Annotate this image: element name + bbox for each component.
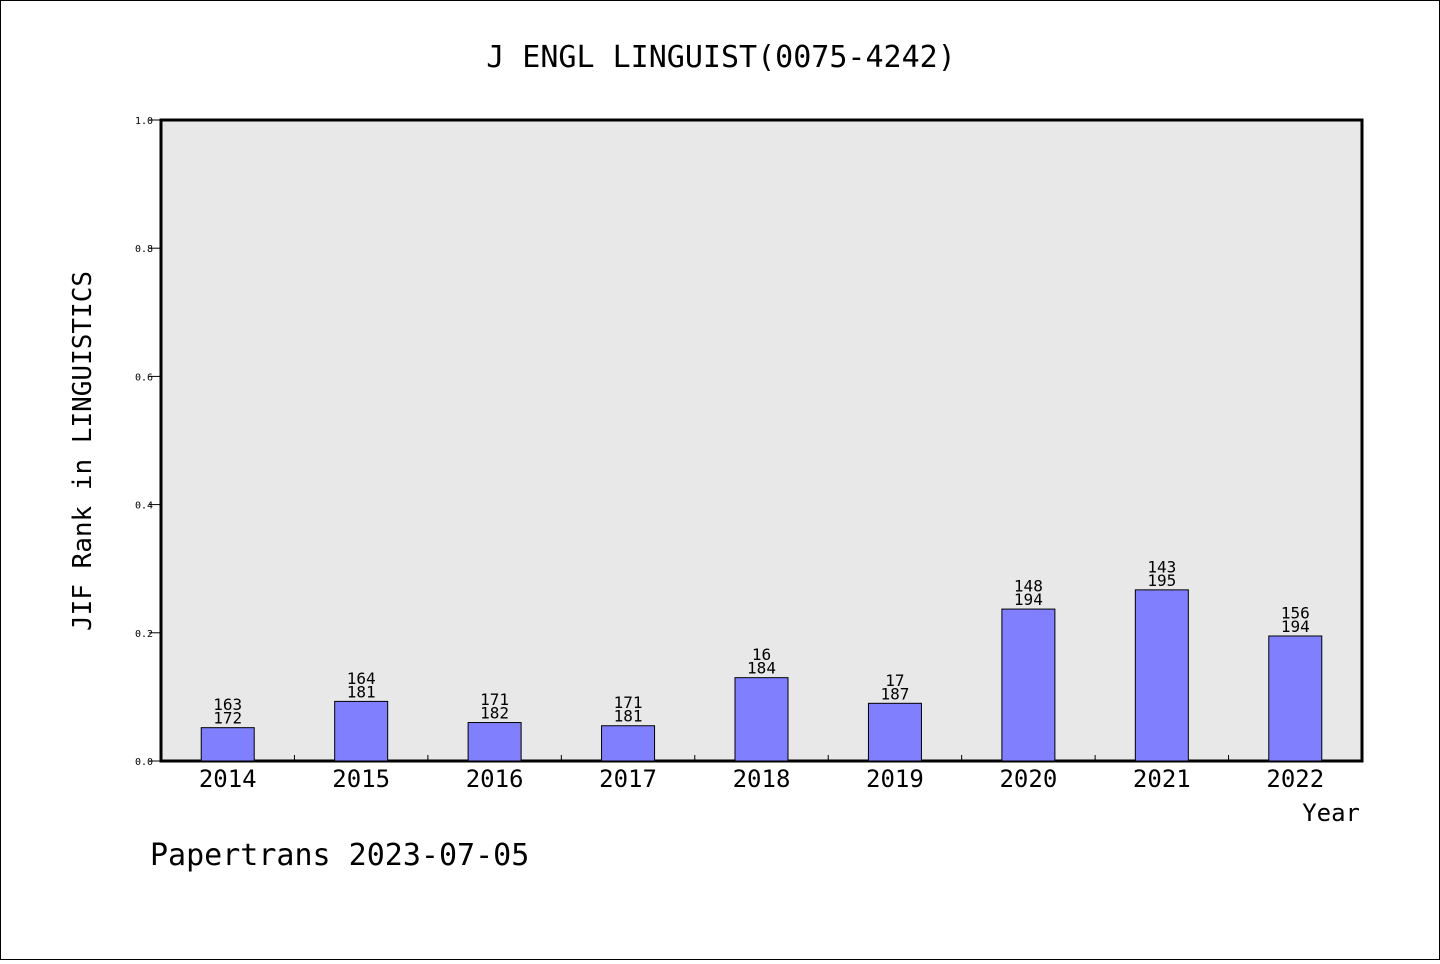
bar-value-label: 171 xyxy=(614,693,643,712)
bar-value-label: 181 xyxy=(614,707,643,726)
x-tick-label: 2018 xyxy=(733,765,791,793)
bar-value-label: 184 xyxy=(747,659,776,678)
bar xyxy=(200,727,255,762)
bar-value-label: 187 xyxy=(880,684,909,703)
bar xyxy=(1001,608,1056,762)
bar-value-label: 172 xyxy=(213,709,242,728)
x-tick-label: 2020 xyxy=(999,765,1057,793)
bar xyxy=(1134,589,1189,762)
x-axis-label: Year xyxy=(1302,799,1360,827)
bar xyxy=(467,722,522,762)
x-tick-label: 2016 xyxy=(466,765,524,793)
footer-note: Papertrans 2023-07-05 xyxy=(150,838,529,873)
bar-value-label: 171 xyxy=(480,690,509,709)
bar-value-label: 194 xyxy=(1281,617,1310,636)
bar-value-label: 164 xyxy=(347,669,376,688)
bar-value-label: 148 xyxy=(1014,577,1043,596)
bar-value-label: 156 xyxy=(1281,604,1310,623)
x-tick-label: 2015 xyxy=(332,765,390,793)
bar-value-label: 195 xyxy=(1147,571,1176,590)
y-tick-label: 0.0 xyxy=(135,757,153,768)
bar-value-label: 143 xyxy=(1147,557,1176,576)
bar xyxy=(734,677,789,762)
y-tick-label: 0.8 xyxy=(135,244,153,255)
y-tick-label: 0.2 xyxy=(135,629,153,640)
x-tick-label: 2017 xyxy=(599,765,657,793)
bar xyxy=(601,725,656,762)
bar xyxy=(1268,635,1323,762)
bar-value-label: 181 xyxy=(347,682,376,701)
y-tick-label: 0.6 xyxy=(135,372,153,383)
y-tick-label: 1.0 xyxy=(135,116,153,127)
bar-value-label: 194 xyxy=(1014,590,1043,609)
bar-value-label: 182 xyxy=(480,704,509,723)
bar-value-label: 163 xyxy=(213,695,242,714)
bar xyxy=(867,702,922,762)
x-tick-label: 2014 xyxy=(199,765,257,793)
x-tick-label: 2019 xyxy=(866,765,924,793)
x-tick-label: 2021 xyxy=(1133,765,1191,793)
y-tick-label: 0.4 xyxy=(135,501,153,512)
x-tick-label: 2022 xyxy=(1266,765,1324,793)
bar xyxy=(334,700,389,762)
y-axis-label: JIF Rank in LINGUISTICS xyxy=(68,271,98,631)
bar-value-label: 16 xyxy=(752,645,771,664)
chart-title: J ENGL LINGUIST(0075-4242) xyxy=(486,40,956,75)
bar-value-label: 17 xyxy=(885,671,904,690)
